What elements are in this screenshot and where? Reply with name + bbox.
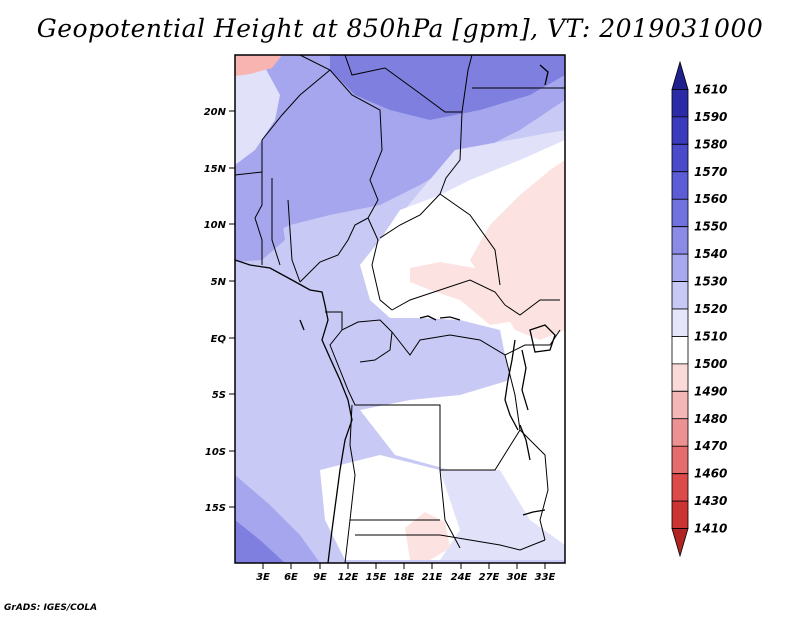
country-borders bbox=[235, 55, 565, 563]
lat-label-5S: 5S bbox=[212, 390, 226, 401]
colorbar-segment bbox=[671, 60, 689, 90]
map-frame bbox=[234, 54, 566, 564]
colorbar-label: 1530 bbox=[694, 275, 727, 289]
colorbar-label: 1430 bbox=[694, 494, 727, 508]
coastlines bbox=[235, 64, 556, 563]
colorbar-label: 1460 bbox=[694, 467, 727, 481]
colorbar-segment bbox=[671, 473, 689, 502]
colorbar-segment bbox=[671, 308, 689, 337]
colorbar-segment bbox=[671, 198, 689, 228]
lat-label-5N: 5N bbox=[211, 277, 227, 288]
colorbar-label: 1520 bbox=[694, 302, 727, 316]
colorbar-segment bbox=[671, 445, 689, 475]
colorbar-segment bbox=[671, 281, 689, 310]
lon-label-12E: 12E bbox=[338, 572, 359, 583]
field-pink-central bbox=[410, 262, 520, 325]
colorbar-segment bbox=[671, 143, 689, 173]
chart-title: Geopotential Height at 850hPa [gpm], VT:… bbox=[36, 14, 764, 43]
lat-label-10S: 10S bbox=[205, 447, 226, 458]
colorbar-segment bbox=[671, 390, 689, 420]
colorbar-segment bbox=[671, 418, 689, 447]
lon-label-15E: 15E bbox=[366, 572, 387, 583]
colorbar-segment bbox=[671, 363, 689, 392]
contour-fill-layer bbox=[235, 55, 565, 563]
colorbar-segment bbox=[671, 500, 689, 529]
field-pale-west bbox=[235, 62, 280, 165]
lat-label-20N: 20N bbox=[204, 107, 227, 118]
colorbar-label: 1510 bbox=[694, 329, 727, 343]
colorbar-label: 1580 bbox=[694, 137, 727, 151]
lon-axis: 3E 6E 9E 12E 15E 18E 21E 24E 27E 30E 33E bbox=[256, 563, 556, 583]
field-deep-southwest bbox=[235, 520, 285, 563]
colorbar-label: 1570 bbox=[694, 165, 727, 179]
colorbar-segment bbox=[671, 253, 689, 282]
lon-label-21E: 21E bbox=[422, 572, 443, 583]
colorbar-segment bbox=[671, 226, 689, 255]
colorbar-label: 1590 bbox=[694, 110, 727, 124]
lon-label-27E: 27E bbox=[479, 572, 500, 583]
lon-label-33E: 33E bbox=[535, 572, 556, 583]
colorbar-segment bbox=[671, 528, 689, 558]
colorbar-label: 1480 bbox=[694, 412, 727, 426]
colorbar-label: 1490 bbox=[694, 384, 727, 398]
colorbar-label: 1410 bbox=[694, 522, 727, 536]
lon-label-6E: 6E bbox=[284, 572, 298, 583]
lon-label-9E: 9E bbox=[313, 572, 327, 583]
colorbar: 1610 1590 1580 1570 1560 1550 1540 1530 1520 1510… bbox=[671, 60, 727, 558]
colorbar-label: 1500 bbox=[694, 357, 727, 371]
colorbar-label: 1560 bbox=[694, 192, 727, 206]
lat-axis: 20N 15N 10N 5N EQ 5S 10S 15S bbox=[204, 107, 235, 514]
colorbar-segment bbox=[671, 336, 689, 365]
colorbar-label: 1470 bbox=[694, 439, 727, 453]
grads-credit: GrADS: IGES/COLA bbox=[4, 603, 98, 613]
lon-label-30E: 30E bbox=[507, 572, 528, 583]
colorbar-segment bbox=[671, 116, 689, 145]
lon-label-18E: 18E bbox=[394, 572, 415, 583]
lat-label-15N: 15N bbox=[204, 164, 227, 175]
lat-label-EQ: EQ bbox=[211, 334, 227, 345]
colorbar-label: 1550 bbox=[694, 220, 727, 234]
field-salmon-corner bbox=[235, 55, 282, 76]
lat-label-15S: 15S bbox=[205, 503, 226, 514]
lon-label-24E: 24E bbox=[451, 572, 472, 583]
colorbar-segment bbox=[671, 171, 689, 200]
lon-label-3E: 3E bbox=[256, 572, 270, 583]
field-pink-south bbox=[405, 512, 450, 560]
colorbar-label: 1540 bbox=[694, 247, 727, 261]
colorbar-label: 1610 bbox=[694, 82, 727, 96]
colorbar-segment bbox=[671, 89, 689, 118]
lat-label-10N: 10N bbox=[204, 220, 227, 231]
